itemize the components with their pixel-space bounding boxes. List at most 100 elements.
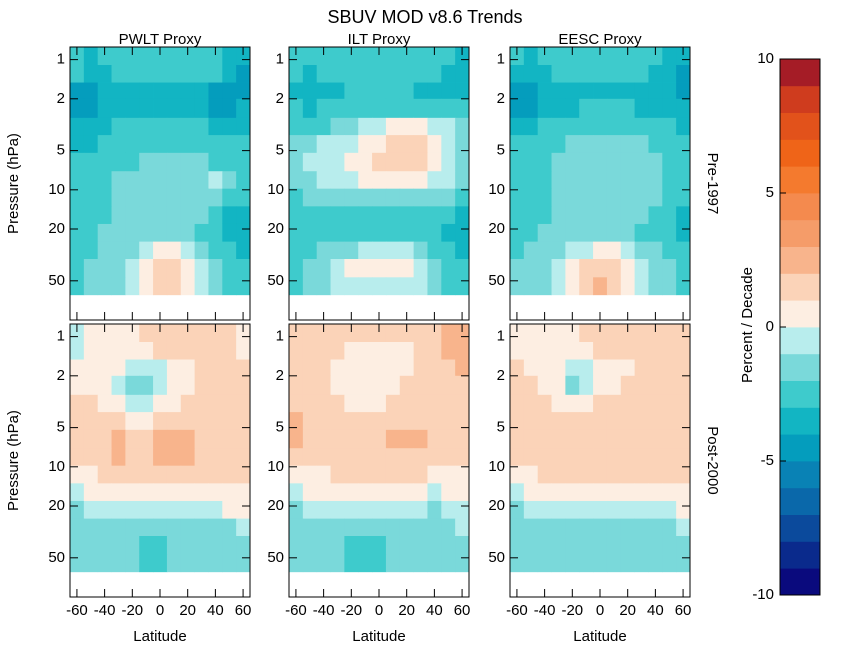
heat-cell <box>302 188 318 207</box>
heat-cell <box>634 188 649 207</box>
heat-cell <box>676 554 691 573</box>
heat-cell <box>385 152 401 172</box>
heat-cell <box>153 117 168 136</box>
heat-cell <box>676 241 691 260</box>
heat-cell <box>194 536 209 555</box>
heat-cell <box>648 117 663 136</box>
heat-cell <box>634 98 649 119</box>
heat-cell <box>523 429 539 449</box>
heat-cell <box>606 47 622 66</box>
heat-cell <box>139 394 154 413</box>
heat-cell <box>620 152 636 172</box>
heat-cell <box>125 98 140 119</box>
heat-cell <box>208 223 223 243</box>
heat-cell <box>153 82 168 100</box>
heat-cell <box>662 171 677 190</box>
heat-cell <box>208 448 223 467</box>
heat-cell <box>83 47 99 66</box>
heat-cell <box>83 359 99 377</box>
heat-cell <box>372 117 387 136</box>
heat-cell <box>399 188 415 207</box>
heat-cell <box>593 135 608 154</box>
heat-cell <box>289 223 304 243</box>
heat-cell <box>180 518 196 537</box>
heat-cell <box>153 448 168 467</box>
heat-cell <box>510 241 525 260</box>
heat-cell <box>236 135 251 154</box>
heat-cell <box>208 47 223 66</box>
heat-cell <box>316 47 331 66</box>
heat-cell <box>166 47 182 66</box>
heat-cell <box>330 223 345 243</box>
heat-cell <box>344 412 359 431</box>
heat-cell <box>579 500 594 520</box>
heat-cell <box>358 448 373 467</box>
heat-cell <box>510 188 525 207</box>
heat-cell <box>194 448 209 467</box>
heat-cell <box>316 65 331 83</box>
colorbar-bin <box>780 112 820 140</box>
heat-cell <box>125 429 140 449</box>
heat-cell <box>180 359 196 377</box>
heat-cell <box>139 65 154 83</box>
heat-cell <box>316 82 331 100</box>
heat-cell <box>70 188 85 207</box>
heat-cell <box>139 324 154 343</box>
heat-cell <box>662 375 677 396</box>
heat-cell <box>537 359 552 377</box>
y-tick-label: 10 <box>267 181 284 198</box>
heat-cell <box>676 536 691 555</box>
heat-cell <box>606 429 622 449</box>
heat-cell <box>194 342 209 360</box>
x-tick-label: -20 <box>121 602 143 619</box>
heat-cell <box>222 554 237 573</box>
heat-cell <box>236 448 251 467</box>
y-tick-label: 50 <box>48 272 65 289</box>
heat-cell <box>662 117 677 136</box>
heat-cell <box>565 483 580 502</box>
heat-cell <box>620 259 636 278</box>
heat-cell <box>593 394 608 413</box>
heat-cell <box>83 117 99 136</box>
chart-title: SBUV MOD v8.6 Trends <box>327 7 522 27</box>
heat-cell <box>427 259 442 278</box>
heat-cell <box>399 448 415 467</box>
heat-cell <box>208 241 223 260</box>
heat-cell <box>70 394 85 413</box>
heat-cell <box>344 518 359 537</box>
heat-cell <box>385 65 401 83</box>
heat-cell <box>125 394 140 413</box>
heat-cell <box>537 394 552 413</box>
heat-cell <box>385 47 401 66</box>
heat-cell <box>593 324 608 343</box>
heat-cell <box>139 259 154 278</box>
heat-cell <box>97 206 112 225</box>
heat-cell <box>344 342 359 360</box>
heat-cell <box>510 554 525 573</box>
heat-cell <box>593 47 608 66</box>
heat-cell <box>427 412 442 431</box>
heat-cell <box>537 188 552 207</box>
heat-cell <box>606 152 622 172</box>
heat-cell <box>551 117 566 136</box>
heat-cell <box>634 465 649 484</box>
heat-cell <box>593 483 608 502</box>
heat-cell <box>316 324 331 343</box>
heat-cell <box>593 518 608 537</box>
heat-cell <box>97 259 112 278</box>
heat-cell <box>620 277 636 296</box>
heat-cell <box>413 324 428 343</box>
heat-cell <box>180 375 196 396</box>
heat-cell <box>565 259 580 278</box>
heat-cell <box>606 483 622 502</box>
heat-cell <box>330 47 345 66</box>
heat-cell <box>222 241 237 260</box>
heat-cell <box>551 483 566 502</box>
heat-cell <box>565 206 580 225</box>
heat-cell <box>180 259 196 278</box>
heat-cell <box>523 448 539 467</box>
heat-cell <box>358 206 373 225</box>
heat-cell <box>111 465 126 484</box>
heat-cell <box>413 500 428 520</box>
heat-cell <box>222 324 237 343</box>
